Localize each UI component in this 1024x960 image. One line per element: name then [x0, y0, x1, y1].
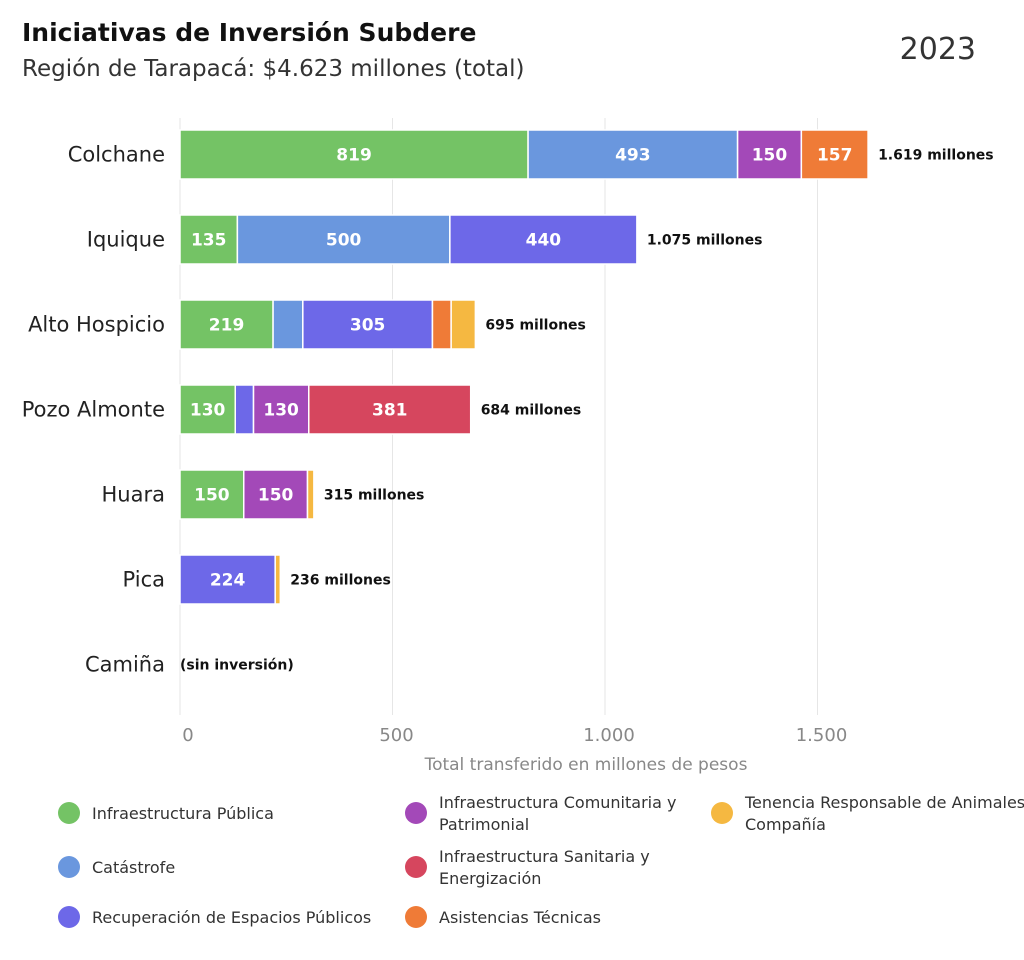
segment-value-label: 493: [615, 146, 651, 166]
x-tick-label: 1.500: [796, 725, 848, 746]
segment-value-label: 150: [194, 486, 230, 506]
category-label: Colchane: [68, 143, 165, 167]
category-label: Pica: [123, 568, 165, 592]
x-tick-label: 1.000: [583, 725, 635, 746]
segment-value-label: 157: [817, 146, 853, 166]
bar-segment: [179, 469, 245, 520]
bar-total-label: (sin inversión): [180, 658, 294, 674]
chart-year: 2023: [899, 32, 976, 67]
x-axis-title: Total transferido en millones de pesos: [424, 755, 748, 775]
bar-segment: [234, 384, 255, 435]
bar-total-label: 236 millones: [290, 573, 391, 589]
bar-total-label: 1.619 millones: [878, 148, 994, 164]
legend-swatch: [58, 906, 80, 928]
legend-swatch: [711, 802, 733, 824]
bar-total-label: 1.075 millones: [647, 233, 763, 249]
legend-label: Energización: [439, 869, 541, 888]
legend-swatch: [58, 856, 80, 878]
legend-label: Catástrofe: [92, 858, 175, 877]
bar-segment: [800, 129, 869, 180]
bar-segment: [527, 129, 739, 180]
legend-label: Asistencias Técnicas: [439, 908, 601, 927]
segment-value-label: 130: [263, 401, 299, 421]
chart-title: Iniciativas de Inversión Subdere: [22, 18, 477, 47]
bar-segment: [450, 299, 477, 350]
bar-segment: [302, 299, 434, 350]
bar-segment: [736, 129, 803, 180]
segment-value-label: 150: [752, 146, 788, 166]
bar-segment: [449, 214, 638, 265]
legend-label: Infraestructura Pública: [92, 804, 274, 823]
legend-swatch: [405, 906, 427, 928]
segment-value-label: 500: [326, 231, 362, 251]
segment-value-label: 305: [350, 316, 386, 336]
bar-segment: [308, 384, 472, 435]
bar-segment: [179, 214, 239, 265]
bar-segment: [179, 384, 236, 435]
legend-label: Infraestructura Sanitaria y: [439, 847, 650, 866]
category-label: Alto Hospicio: [28, 313, 165, 337]
segment-value-label: 381: [372, 401, 408, 421]
legend-label: Recuperación de Espacios Públicos: [92, 908, 371, 927]
category-label: Huara: [102, 483, 165, 507]
segment-value-label: 819: [336, 146, 372, 166]
bar-segment: [179, 554, 276, 605]
bar-segment: [272, 299, 304, 350]
bar-total-label: 684 millones: [481, 403, 582, 419]
x-tick-label: 500: [379, 725, 413, 746]
legend-label: Patrimonial: [439, 815, 529, 834]
category-label: Iquique: [87, 228, 165, 252]
x-tick-label: 0: [182, 725, 193, 746]
bar-segment: [252, 384, 310, 435]
legend-label: Infraestructura Comunitaria y: [439, 793, 676, 812]
segment-value-label: 130: [190, 401, 226, 421]
segment-value-label: 224: [210, 571, 246, 591]
category-label: Camiña: [85, 653, 165, 677]
bar-total-label: 315 millones: [324, 488, 425, 504]
segment-value-label: 150: [258, 486, 294, 506]
bar-total-label: 695 millones: [485, 318, 586, 334]
category-label: Pozo Almonte: [22, 398, 165, 422]
legend-swatch: [405, 856, 427, 878]
legend-label: Tenencia Responsable de Animales de: [744, 793, 1024, 812]
bar-segment: [431, 299, 452, 350]
legend-swatch: [58, 802, 80, 824]
bar-segment: [236, 214, 451, 265]
segment-value-label: 135: [191, 231, 227, 251]
chart-subtitle: Región de Tarapacá: $4.623 millones (tot…: [22, 56, 525, 82]
segment-value-label: 219: [209, 316, 245, 336]
legend-label: Compañía: [745, 815, 826, 834]
legend-swatch: [405, 802, 427, 824]
bar-segment: [306, 469, 315, 520]
bar-segment: [243, 469, 309, 520]
segment-value-label: 440: [526, 231, 562, 251]
bar-segment: [274, 554, 282, 605]
